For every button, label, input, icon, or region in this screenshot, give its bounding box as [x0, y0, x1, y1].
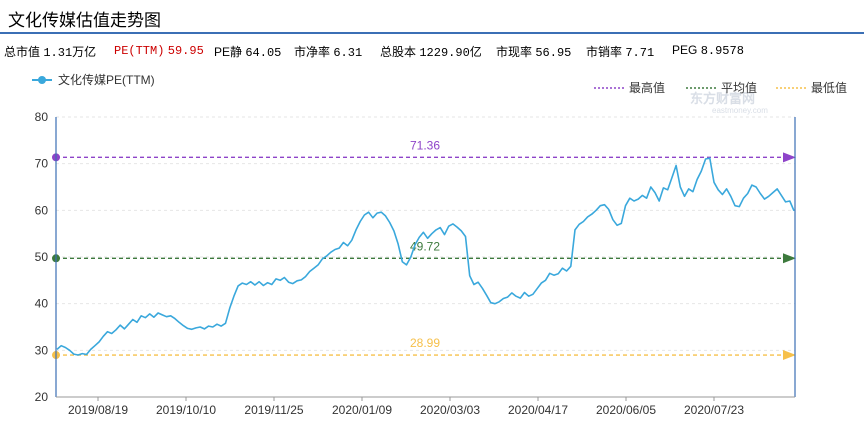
watermark-domain: eastmoney.com [712, 106, 768, 115]
reference-value-label: 49.72 [410, 239, 440, 253]
reference-legend: 最高值 东方财富网 eastmoney.com 平均值 最低值 [594, 80, 847, 115]
stat-value: 6.31 [333, 46, 363, 60]
x-tick-label: 2020/04/17 [508, 403, 568, 417]
legend-item-min[interactable]: 最低值 [776, 80, 847, 95]
reference-arrow-icon [783, 350, 796, 361]
title-divider [0, 32, 864, 34]
legend-label-max: 最高值 [629, 80, 665, 95]
stat-value: 1229.90亿 [419, 46, 482, 60]
y-tick-label: 60 [35, 203, 49, 217]
watermark-brand: 东方财富网 [690, 91, 755, 106]
x-axis: 2019/08/19 2019/10/10 2019/11/25 2020/01/09… [68, 397, 744, 417]
y-tick-label: 70 [35, 157, 49, 171]
reference-lines: 71.36 49.72 28.99 [52, 138, 796, 361]
stat-value: 1.31万亿 [43, 46, 97, 60]
stat-label: PEG [672, 43, 698, 57]
series-group [56, 157, 795, 356]
x-tick-label: 2020/07/23 [684, 403, 744, 417]
stat-pcf: 市现率 56.95 [496, 43, 571, 60]
series-legend[interactable]: 文化传媒PE(TTM) [32, 72, 155, 87]
stat-label: 总市值 [4, 45, 41, 59]
stat-pe-static: PE静 64.05 [214, 43, 281, 60]
stat-peg: PEG 8.9578 [672, 43, 744, 58]
stat-value: 59.95 [167, 44, 204, 58]
legend-label-avg: 平均值 [721, 80, 757, 95]
stat-pe-ttm: PE(TTM) 59.95 [114, 43, 204, 58]
x-tick-label: 2020/01/09 [332, 403, 392, 417]
reference-arrow-icon [783, 253, 796, 264]
stat-label: PE静 [214, 45, 243, 59]
y-tick-label: 20 [35, 390, 49, 404]
x-tick-label: 2019/11/25 [244, 403, 303, 417]
y-tick-label: 30 [35, 343, 49, 357]
stat-label: PE(TTM) [114, 44, 165, 58]
stat-total-market-cap: 总市值 1.31万亿 [4, 43, 96, 60]
y-tick-label: 50 [35, 250, 49, 264]
plot-frame [55, 117, 796, 398]
reference-arrow-icon [783, 152, 796, 163]
stat-label: 市销率 [586, 45, 623, 59]
stat-total-shares: 总股本 1229.90亿 [380, 43, 482, 60]
x-tick-label: 2020/03/03 [420, 403, 480, 417]
x-tick-label: 2019/10/10 [156, 403, 216, 417]
legend-item-avg[interactable]: 平均值 [686, 80, 757, 95]
y-tick-label: 40 [35, 297, 49, 311]
stat-label: 市现率 [496, 45, 533, 59]
x-tick-label: 2019/08/19 [68, 403, 128, 417]
legend-item-max[interactable]: 最高值 [594, 80, 665, 95]
series-legend-dot-icon [38, 76, 46, 84]
stat-value: 56.95 [535, 46, 572, 60]
x-tick-label: 2020/06/05 [596, 403, 656, 417]
page-title: 文化传媒估值走势图 [8, 11, 161, 30]
series-line [56, 157, 795, 356]
stat-value: 64.05 [245, 46, 282, 60]
reference-value-label: 28.99 [410, 336, 440, 350]
stat-value: 8.9578 [700, 44, 744, 58]
reference-value-label: 71.36 [410, 138, 440, 152]
stat-pb: 市净率 6.31 [294, 43, 362, 60]
y-tick-label: 80 [35, 110, 49, 124]
stat-label: 市净率 [294, 45, 331, 59]
legend-label-min: 最低值 [811, 80, 847, 95]
series-legend-label: 文化传媒PE(TTM) [58, 72, 155, 87]
stat-ps: 市销率 7.71 [586, 43, 654, 60]
y-axis: 20 30 40 50 60 70 80 [35, 110, 49, 404]
stat-label: 总股本 [380, 45, 417, 59]
stat-value: 7.71 [625, 46, 655, 60]
